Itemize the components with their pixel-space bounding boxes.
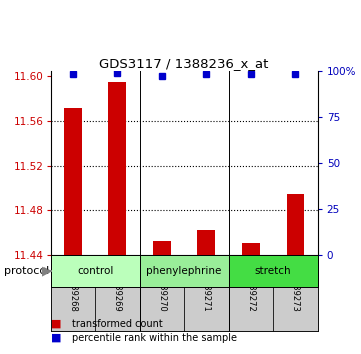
Text: GSM139269: GSM139269 [113,261,122,312]
Bar [242,242,260,255]
Text: transformed count: transformed count [72,319,163,329]
Bar [51,255,95,331]
Text: GSM139271: GSM139271 [202,261,211,312]
Bar [64,108,82,255]
Bar [287,194,304,255]
Bar [184,255,229,331]
Bar [140,255,229,287]
Text: GSM139270: GSM139270 [157,261,166,312]
Bar [95,255,140,331]
Text: phenylephrine: phenylephrine [147,266,222,276]
Title: GDS3117 / 1388236_x_at: GDS3117 / 1388236_x_at [99,57,269,70]
Text: ▶: ▶ [42,264,51,277]
Bar [108,82,126,255]
Text: GSM139272: GSM139272 [247,261,255,312]
Bar [140,255,184,331]
Text: GSM139268: GSM139268 [68,261,77,312]
Bar [229,255,318,287]
Text: GSM139273: GSM139273 [291,261,300,312]
Bar [273,255,318,331]
Bar [229,255,273,331]
Text: protocol: protocol [4,266,49,276]
Bar [197,230,215,255]
Text: stretch: stretch [255,266,291,276]
Text: ■: ■ [51,333,61,343]
Bar [51,255,140,287]
Bar [153,241,171,255]
Text: ■: ■ [51,319,61,329]
Text: control: control [77,266,113,276]
Text: percentile rank within the sample: percentile rank within the sample [72,333,237,343]
